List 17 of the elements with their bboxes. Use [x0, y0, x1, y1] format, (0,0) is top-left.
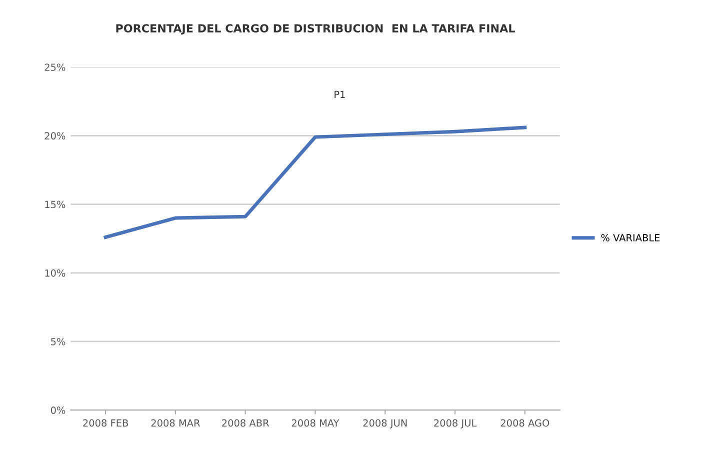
x-tick-label: 2008 MAR: [151, 419, 200, 427]
line-series: [104, 126, 527, 239]
y-tick-label: 15%: [45, 200, 66, 208]
y-tick-label: 10%: [45, 269, 66, 277]
y-tick-label: 25%: [44, 64, 66, 71]
x-tick-label: 2008 JUN: [363, 419, 407, 428]
x-tick-label: 2008 AGO: [500, 419, 550, 427]
chart-title: PORCENTAJE DEL CARGO DE DISTRIBUCION EN LA TARIFA FINAL: [116, 24, 515, 35]
y-tick-label: 5%: [51, 338, 66, 346]
x-tick-label: 2008 JUL: [434, 419, 477, 428]
y-tick-label: 0%: [50, 406, 66, 414]
x-tick-label: 2008 MAY: [292, 419, 340, 427]
legend-label: % VARIABLE: [601, 234, 660, 242]
annotation: P1: [334, 90, 345, 98]
y-tick-label: 20%: [44, 132, 66, 140]
x-tick-label: 2008 FEB: [83, 419, 128, 427]
x-tick-label: 2008 ABR: [222, 419, 270, 427]
